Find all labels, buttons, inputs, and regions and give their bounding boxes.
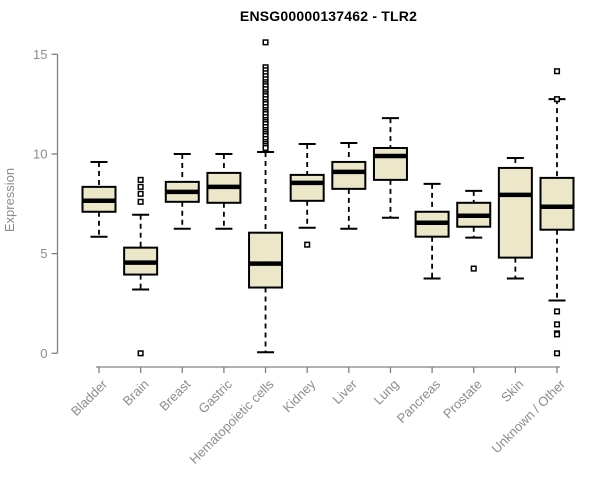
outlier-point: [137, 190, 144, 197]
boxplot-skin: [497, 156, 533, 280]
chart-title: ENSG00000137462 - TLR2: [239, 8, 418, 24]
y-tick-label: 5: [40, 246, 47, 261]
outlier-point: [553, 331, 561, 338]
x-tick-label: Lung: [371, 377, 402, 408]
boxplot-gastric: [206, 152, 242, 230]
iqr-box: [497, 166, 533, 259]
iqr-box: [372, 146, 408, 181]
boxplot-lung: [372, 117, 408, 219]
boxplot-pancreas: [414, 182, 450, 280]
y-tick-label: 10: [33, 146, 47, 161]
outlier-point: [470, 265, 477, 272]
boxplot-breast: [164, 152, 200, 230]
outlier-point: [553, 321, 561, 328]
outlier-point: [304, 241, 311, 248]
outlier-point: [553, 350, 561, 357]
x-tick-label: Kidney: [280, 376, 319, 415]
x-tick-label: Unknown / Other: [489, 376, 569, 456]
y-tick-label: 15: [33, 47, 47, 62]
x-tick-label: Breast: [156, 376, 193, 413]
boxplot-hematopoietic-cells: [248, 39, 284, 354]
x-tick-label: Pancreas: [394, 376, 444, 426]
iqr-box: [289, 173, 325, 202]
x-tick-label: Skin: [498, 377, 526, 405]
outlier-point: [137, 198, 144, 205]
y-axis-title: Expression: [2, 168, 17, 232]
outlier-point: [262, 39, 269, 46]
boxplot-unknown-other: [539, 68, 575, 357]
x-tick-label: Gastric: [195, 376, 235, 416]
y-tick-label: 0: [40, 346, 47, 361]
iqr-box: [248, 231, 284, 289]
outlier-point: [137, 350, 144, 357]
iqr-box: [539, 176, 575, 231]
boxplot-brain: [123, 176, 159, 357]
boxplot-bladder: [81, 160, 117, 238]
x-tick-label: Brain: [120, 377, 152, 409]
x-tick-label: Prostate: [440, 377, 485, 422]
outlier-point: [553, 96, 561, 103]
boxplot-liver: [331, 142, 367, 230]
outlier-point: [553, 308, 561, 315]
outlier-point: [553, 68, 561, 75]
outlier-point: [137, 183, 144, 190]
x-tick-label: Bladder: [68, 376, 111, 419]
outlier-point: [262, 144, 269, 152]
iqr-box: [331, 160, 367, 190]
x-tick-label: Liver: [329, 376, 360, 407]
boxplot-prostate: [456, 189, 492, 272]
boxplot-kidney: [289, 143, 325, 248]
outlier-point: [137, 176, 144, 183]
